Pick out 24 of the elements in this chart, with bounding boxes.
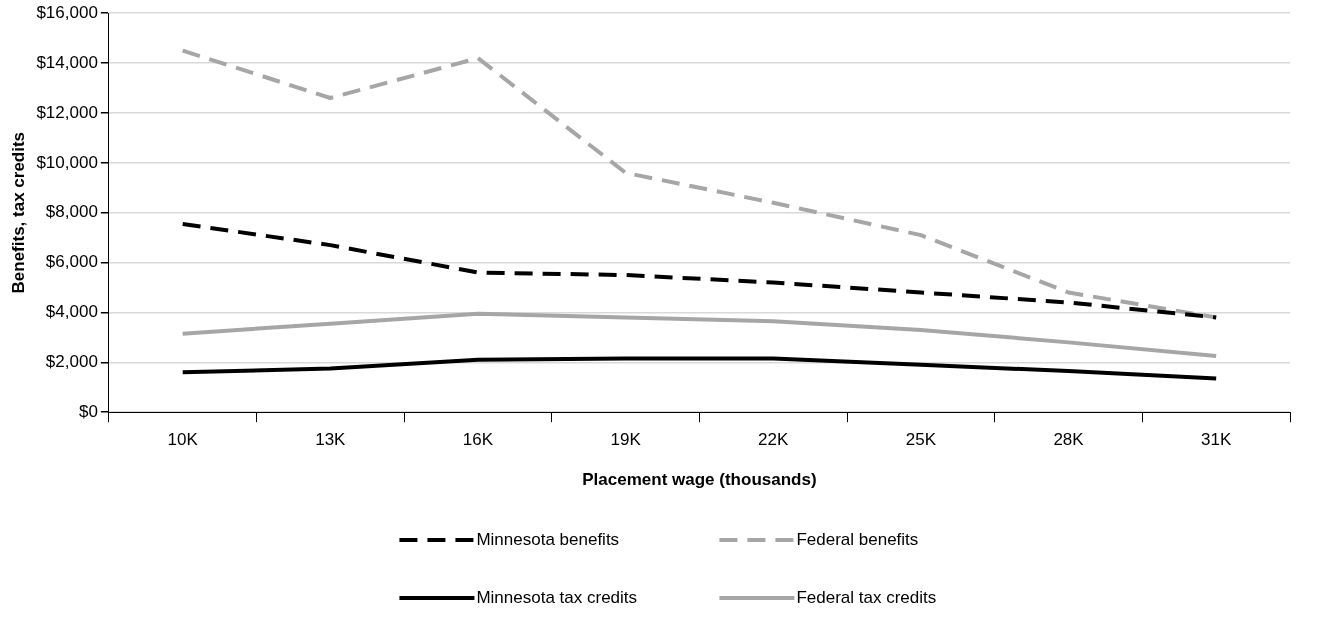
y-tick-label: $4,000 [45, 302, 98, 322]
y-tick-label: $0 [78, 401, 98, 421]
y-tick-label: $6,000 [45, 252, 98, 272]
x-tick-label: 28K [1053, 430, 1085, 450]
x-tick-label: 31K [1201, 430, 1232, 450]
legend-label: Minnesota benefits [476, 529, 620, 549]
legend-label: Minnesota tax credits [476, 587, 638, 607]
x-tick-label: 19K [610, 430, 642, 450]
legend-label: Federal tax credits [796, 587, 937, 607]
x-axis-title: Placement wage (thousands) [582, 470, 817, 490]
y-tick-label: $16,000 [36, 2, 98, 22]
y-axis-title: Benefits, tax credits [8, 131, 28, 294]
y-tick-label: $12,000 [36, 102, 98, 122]
x-tick-label: 10K [167, 430, 199, 450]
y-tick-label: $10,000 [36, 152, 98, 172]
y-tick-label: $8,000 [45, 202, 98, 222]
y-tick-label: $2,000 [45, 352, 98, 372]
x-tick-label: 16K [462, 430, 494, 450]
legend-label: Federal benefits [796, 529, 919, 549]
line-series [180, 221, 1219, 320]
x-tick-label: 13K [315, 430, 347, 450]
x-tick-label: 25K [905, 430, 937, 450]
y-tick-label: $14,000 [36, 52, 98, 72]
x-tick-label: 22K [758, 430, 790, 450]
